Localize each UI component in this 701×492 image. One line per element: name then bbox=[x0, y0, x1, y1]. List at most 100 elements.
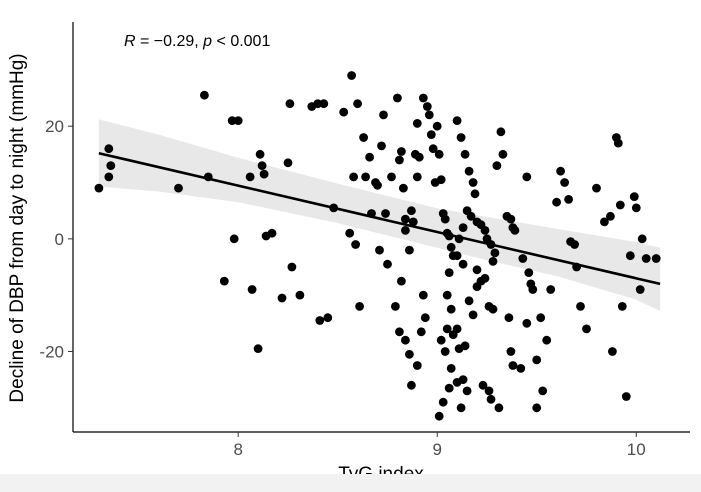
data-point bbox=[460, 149, 470, 159]
data-point bbox=[353, 99, 362, 109]
data-point bbox=[546, 285, 556, 294]
data-point bbox=[414, 152, 424, 162]
confidence-band bbox=[98, 119, 661, 311]
data-point bbox=[464, 296, 474, 306]
r-label: R bbox=[124, 33, 136, 50]
data-point bbox=[621, 392, 631, 401]
data-point bbox=[462, 386, 472, 396]
data-point bbox=[345, 228, 355, 238]
data-point bbox=[229, 234, 239, 244]
data-point bbox=[424, 110, 434, 120]
data-point bbox=[233, 116, 243, 125]
data-point bbox=[460, 341, 470, 351]
data-point bbox=[600, 217, 609, 227]
data-point bbox=[351, 240, 360, 249]
data-point bbox=[464, 166, 474, 176]
data-point bbox=[522, 172, 532, 182]
data-point bbox=[608, 347, 617, 356]
data-point bbox=[355, 302, 364, 311]
data-point bbox=[452, 324, 462, 334]
data-point bbox=[496, 127, 506, 137]
data-point bbox=[373, 180, 382, 190]
x-tick-label: 8 bbox=[233, 440, 242, 459]
data-point bbox=[504, 313, 514, 323]
data-point bbox=[323, 313, 333, 323]
tick-labels: 8 9 10 -20 0 20 bbox=[39, 117, 645, 459]
data-point bbox=[259, 169, 269, 179]
data-point bbox=[253, 344, 263, 353]
data-point bbox=[494, 403, 504, 413]
data-point bbox=[615, 200, 625, 210]
axes bbox=[68, 22, 690, 437]
data-point bbox=[397, 147, 406, 156]
data-point bbox=[401, 335, 410, 345]
data-point bbox=[536, 313, 546, 323]
data-point bbox=[401, 214, 410, 224]
data-point bbox=[444, 268, 454, 277]
p-label: p bbox=[202, 33, 212, 50]
data-point bbox=[104, 144, 114, 154]
data-point bbox=[444, 383, 454, 393]
data-point bbox=[432, 121, 442, 131]
data-point bbox=[407, 380, 416, 390]
data-point bbox=[277, 293, 287, 303]
data-point bbox=[315, 316, 325, 325]
data-point bbox=[456, 403, 466, 413]
data-point bbox=[458, 223, 468, 233]
data-point bbox=[428, 144, 438, 154]
data-point bbox=[245, 172, 255, 182]
data-point bbox=[486, 394, 496, 404]
data-point bbox=[434, 411, 444, 421]
data-point bbox=[391, 302, 400, 311]
data-point bbox=[613, 138, 623, 148]
x-tick-label: 9 bbox=[432, 440, 441, 459]
data-point bbox=[399, 183, 408, 193]
data-point bbox=[446, 364, 456, 373]
data-point bbox=[468, 178, 478, 187]
data-point bbox=[488, 304, 498, 314]
data-point bbox=[420, 313, 430, 323]
data-point bbox=[635, 285, 645, 294]
data-point bbox=[438, 397, 448, 407]
data-point bbox=[422, 102, 432, 111]
data-point bbox=[490, 248, 500, 258]
data-point bbox=[255, 149, 265, 159]
data-point bbox=[556, 166, 565, 176]
data-point bbox=[440, 214, 450, 224]
data-point bbox=[395, 327, 404, 337]
data-point bbox=[538, 386, 548, 396]
data-point bbox=[492, 161, 502, 171]
data-point bbox=[532, 355, 542, 365]
data-point bbox=[436, 175, 446, 185]
data-point bbox=[412, 119, 422, 128]
data-point bbox=[552, 197, 561, 207]
data-point bbox=[631, 203, 641, 213]
data-point bbox=[456, 133, 466, 142]
data-point bbox=[408, 217, 418, 227]
data-point bbox=[200, 90, 209, 100]
y-axis-title: Decline of DBP from day to night (mmHg) bbox=[7, 53, 28, 402]
data-point bbox=[442, 290, 452, 300]
data-point bbox=[617, 302, 627, 311]
data-point bbox=[606, 211, 615, 221]
data-point bbox=[395, 155, 404, 165]
regression-line-layer bbox=[98, 151, 661, 286]
data-point bbox=[452, 251, 462, 261]
data-point bbox=[466, 211, 476, 221]
bottom-bar bbox=[0, 474, 701, 492]
data-point bbox=[528, 285, 538, 294]
data-point bbox=[629, 192, 639, 202]
data-point bbox=[506, 347, 516, 356]
data-point bbox=[247, 285, 257, 294]
data-point bbox=[393, 93, 402, 103]
data-point bbox=[412, 172, 422, 182]
data-point bbox=[377, 141, 386, 151]
p-value: < 0.001 bbox=[212, 33, 270, 50]
data-point bbox=[518, 254, 528, 263]
data-point bbox=[383, 259, 392, 269]
data-point bbox=[516, 364, 526, 373]
data-point bbox=[542, 335, 552, 345]
data-point bbox=[219, 276, 229, 286]
data-point bbox=[508, 361, 518, 370]
